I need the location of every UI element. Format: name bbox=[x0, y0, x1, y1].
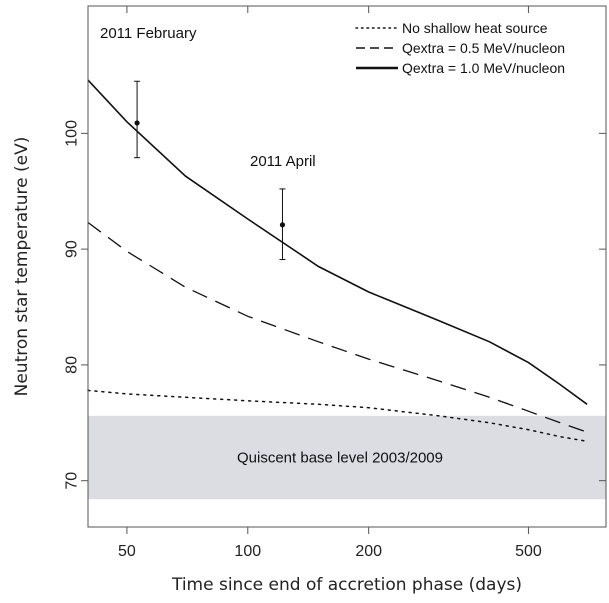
legend-label: Qextra = 1.0 MeV/nucleon bbox=[402, 60, 565, 76]
x-axis-title: Time since end of accretion phase (days) bbox=[171, 575, 522, 595]
y-axis-title: Neutron star temperature (eV) bbox=[12, 137, 32, 397]
plot-frame bbox=[87, 5, 607, 528]
series-layer bbox=[87, 79, 588, 443]
legend: No shallow heat source Qextra = 0.5 MeV/n… bbox=[355, 20, 565, 76]
ticks-layer: 50 100 200 500 70 80 90 100 bbox=[64, 6, 606, 560]
series-line-dotted bbox=[87, 389, 588, 443]
series-line-solid bbox=[87, 79, 588, 405]
y-tick-label: 100 bbox=[64, 120, 81, 147]
series-line-dashed bbox=[87, 221, 588, 433]
y-tick-label: 80 bbox=[64, 356, 81, 374]
x-tick-label: 500 bbox=[515, 543, 542, 560]
legend-label: Qextra = 0.5 MeV/nucleon bbox=[402, 40, 565, 56]
x-tick-label: 100 bbox=[234, 543, 261, 560]
legend-label: No shallow heat source bbox=[402, 20, 548, 36]
shaded-band bbox=[88, 415, 606, 500]
data-point bbox=[134, 120, 140, 126]
x-tick-label: 50 bbox=[118, 543, 136, 560]
band-label: Quiscent base level 2003/2009 bbox=[237, 450, 443, 467]
observation-label: 2011 April bbox=[250, 153, 316, 170]
y-tick-label: 90 bbox=[64, 240, 81, 258]
observations-layer: 2011 February 2011 April bbox=[100, 25, 316, 261]
x-tick-label: 200 bbox=[355, 543, 382, 560]
data-point bbox=[279, 222, 286, 228]
y-tick-label: 70 bbox=[64, 472, 81, 490]
observation-label: 2011 February bbox=[100, 25, 197, 42]
